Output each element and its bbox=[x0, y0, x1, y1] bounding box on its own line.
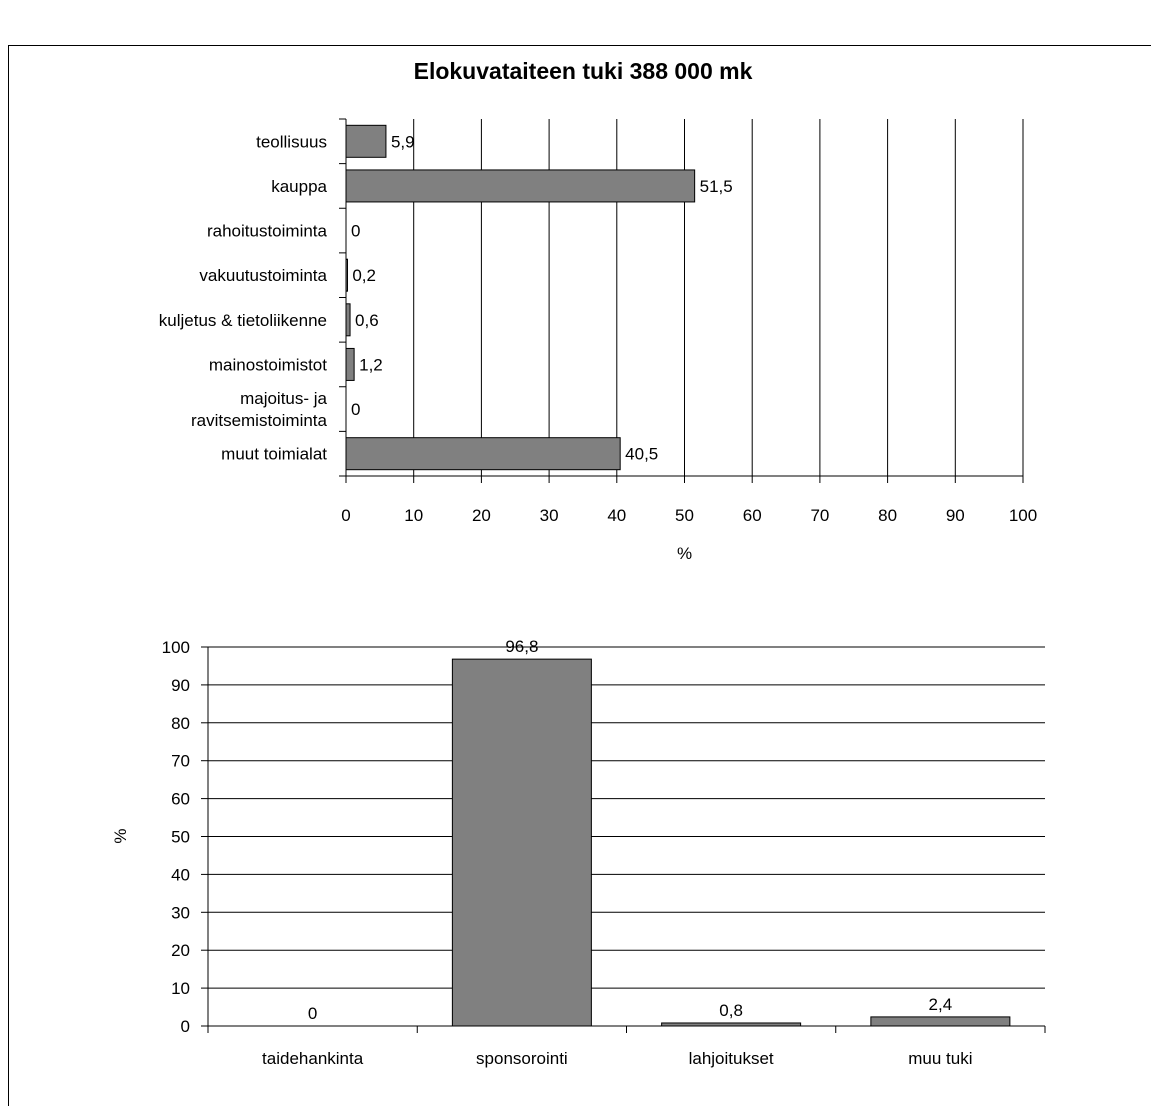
category-label: lahjoitukset bbox=[689, 1049, 774, 1068]
y-tick-label: 60 bbox=[171, 790, 190, 809]
x-tick-label: 10 bbox=[404, 506, 423, 525]
data-label: 96,8 bbox=[505, 637, 538, 656]
category-label: taidehankinta bbox=[262, 1049, 364, 1068]
bar bbox=[345, 303, 351, 337]
x-tick-label: 30 bbox=[540, 506, 559, 525]
x-tick-label: 50 bbox=[675, 506, 694, 525]
bar bbox=[345, 124, 387, 158]
x-tick-label: 100 bbox=[1009, 506, 1037, 525]
y-tick-label: 80 bbox=[171, 714, 190, 733]
y-tick-label: 100 bbox=[162, 638, 190, 657]
data-label: 0,2 bbox=[352, 266, 376, 285]
chart-frame bbox=[8, 45, 1151, 1106]
bar bbox=[345, 437, 621, 471]
category-label: sponsorointi bbox=[476, 1049, 568, 1068]
bar bbox=[345, 258, 348, 292]
y-tick-label: 40 bbox=[171, 865, 190, 884]
y-tick-label: 0 bbox=[181, 1017, 190, 1036]
bar bbox=[345, 347, 355, 381]
category-label: kauppa bbox=[271, 177, 327, 196]
x-tick-label: 80 bbox=[878, 506, 897, 525]
category-label: ravitsemistoiminta bbox=[191, 411, 328, 430]
category-label: mainostoimistot bbox=[209, 355, 327, 374]
y-tick-label: 20 bbox=[171, 941, 190, 960]
x-axis-title: % bbox=[677, 544, 692, 563]
bar bbox=[451, 658, 592, 1027]
category-label: kuljetus & tietoliikenne bbox=[159, 311, 327, 330]
y-tick-label: 70 bbox=[171, 752, 190, 771]
y-tick-label: 30 bbox=[171, 903, 190, 922]
data-label: 5,9 bbox=[391, 132, 415, 151]
category-label: vakuutustoiminta bbox=[199, 266, 327, 285]
y-tick-label: 90 bbox=[171, 676, 190, 695]
bar bbox=[870, 1016, 1011, 1027]
data-label: 51,5 bbox=[700, 177, 733, 196]
category-label: rahoitustoiminta bbox=[207, 222, 328, 241]
data-label: 0,6 bbox=[355, 311, 379, 330]
x-tick-label: 40 bbox=[607, 506, 626, 525]
category-label: teollisuus bbox=[256, 132, 327, 151]
chart-title: Elokuvataiteen tuki 388 000 mk bbox=[414, 58, 753, 84]
x-tick-label: 90 bbox=[946, 506, 965, 525]
y-tick-label: 50 bbox=[171, 828, 190, 847]
x-tick-label: 60 bbox=[743, 506, 762, 525]
category-label: majoitus- ja bbox=[240, 389, 327, 408]
bar bbox=[345, 169, 696, 203]
y-tick-label: 10 bbox=[171, 979, 190, 998]
data-label: 0 bbox=[308, 1004, 317, 1023]
category-label: muut toimialat bbox=[221, 445, 327, 464]
x-tick-label: 20 bbox=[472, 506, 491, 525]
data-label: 1,2 bbox=[359, 355, 383, 374]
data-label: 2,4 bbox=[929, 995, 953, 1014]
category-label: muu tuki bbox=[908, 1049, 972, 1068]
data-label: 0 bbox=[351, 400, 360, 419]
x-tick-label: 70 bbox=[810, 506, 829, 525]
horizontal-bar-chart: Elokuvataiteen tuki 388 000 mk 0 10 20 30 40 5… bbox=[159, 58, 1037, 563]
bar bbox=[661, 1022, 802, 1027]
data-label: 0 bbox=[351, 222, 360, 241]
x-tick-label: 0 bbox=[341, 506, 350, 525]
data-label: 0,8 bbox=[719, 1001, 743, 1020]
y-axis-title: % bbox=[111, 828, 130, 843]
data-label: 40,5 bbox=[625, 445, 658, 464]
